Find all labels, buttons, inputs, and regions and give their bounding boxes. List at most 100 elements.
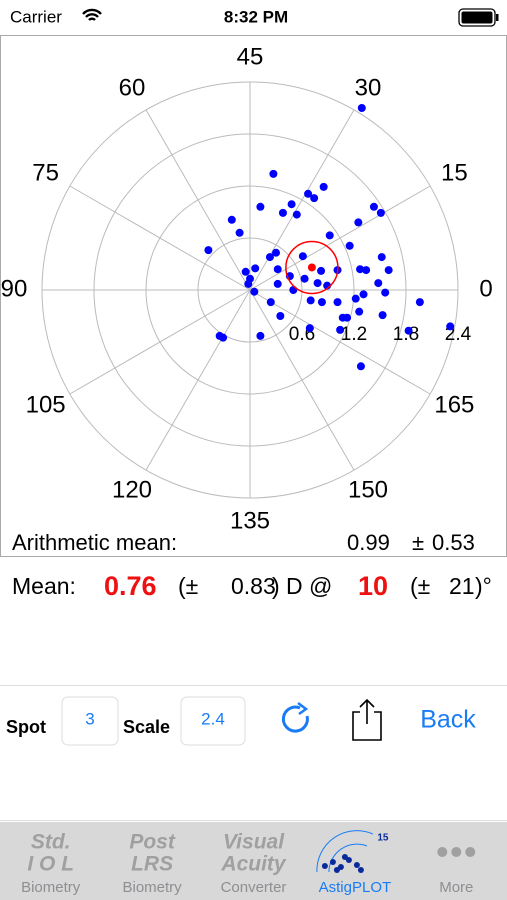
tab-icon-dot[interactable]	[333, 867, 340, 873]
angle-label: 120	[112, 476, 152, 503]
angle-label: 105	[26, 391, 66, 418]
tab-icon-dot[interactable]	[357, 867, 364, 873]
tab-icon-dot[interactable]	[353, 862, 360, 868]
share-arrow[interactable]	[359, 698, 375, 724]
data-point	[325, 231, 334, 240]
data-point	[356, 265, 365, 274]
data-point	[235, 228, 244, 237]
data-point	[306, 296, 315, 305]
ring	[93, 133, 407, 447]
tab-icon-dot[interactable]	[341, 854, 348, 860]
tab-icon-dot[interactable]	[451, 847, 462, 857]
carrier: Carrier	[10, 7, 62, 26]
tab[interactable]: Std.I O L Biometry	[21, 831, 81, 896]
spot-value[interactable]: 3	[85, 709, 94, 728]
tab-icon-dot[interactable]	[465, 847, 476, 857]
tab-icon-text[interactable]: Post	[129, 831, 176, 854]
data-point	[351, 294, 360, 303]
data-point	[287, 200, 296, 209]
battery-level	[461, 11, 493, 24]
data-point	[374, 279, 383, 288]
ring	[197, 237, 303, 343]
data-point	[256, 331, 265, 340]
angle-label: 135	[230, 507, 270, 534]
axis-close: )°	[475, 573, 492, 599]
data-point	[273, 265, 282, 274]
data-point	[319, 182, 328, 191]
data-point	[404, 326, 413, 335]
clock: 8:32 PM	[224, 7, 288, 26]
share-box[interactable]	[352, 711, 382, 741]
data-point	[333, 298, 342, 307]
tab-icon-dot[interactable]	[329, 859, 336, 865]
tab-icon-text[interactable]: Acuity	[220, 853, 287, 876]
tab-bar	[0, 822, 507, 900]
mean-value: 0.76	[104, 571, 157, 601]
data-point	[250, 287, 259, 296]
tab-icon-text[interactable]: LRS	[131, 853, 173, 876]
data-point	[357, 104, 366, 112]
data-point	[292, 210, 301, 219]
tab-icon[interactable]	[316, 830, 374, 873]
data-point	[336, 325, 345, 334]
back-button[interactable]: Back	[420, 706, 476, 734]
tab-icon-text[interactable]: Visual	[223, 831, 285, 854]
summary-label: Arithmetic mean:	[12, 530, 177, 555]
data-point	[204, 246, 213, 255]
data-point	[244, 279, 253, 288]
spot-box[interactable]	[61, 696, 119, 746]
wifi-icon	[82, 8, 102, 21]
refresh-button[interactable]	[281, 702, 309, 733]
data-point	[269, 169, 278, 178]
summary-pm: ±	[412, 530, 424, 555]
angle-label: 0	[479, 275, 492, 302]
data-point	[446, 322, 455, 331]
data-point	[317, 266, 326, 275]
data-point	[355, 307, 364, 316]
battery-tip	[496, 14, 499, 21]
data-point	[345, 241, 354, 250]
data-point	[227, 215, 236, 224]
tab-caption[interactable]: AstigPLOT	[319, 879, 392, 896]
scale-box[interactable]	[180, 696, 246, 746]
data-point	[251, 264, 260, 273]
data-point	[415, 298, 424, 307]
scale-field[interactable]: 2.4	[180, 696, 246, 746]
data-point	[273, 279, 282, 288]
mean-label: Mean:	[12, 573, 76, 599]
tab-caption[interactable]: More	[439, 879, 473, 896]
data-point	[278, 208, 287, 217]
tab[interactable]: More	[437, 847, 476, 896]
tab-icon-text[interactable]: 15	[377, 833, 389, 844]
refresh-arrow[interactable]	[297, 702, 309, 716]
spot-field[interactable]: 3	[61, 696, 119, 746]
tab-caption[interactable]: Converter	[221, 879, 287, 896]
tab[interactable]: 15 AstigPLOT	[316, 830, 392, 896]
scale-value[interactable]: 2.4	[201, 709, 225, 728]
mean-circle	[285, 240, 339, 295]
scale-label: Scale	[123, 717, 170, 737]
angle-label: 150	[348, 476, 388, 503]
tab-caption[interactable]: Biometry	[21, 879, 81, 896]
share-button[interactable]	[352, 698, 382, 741]
tab-icon-text[interactable]: Std.	[31, 831, 71, 854]
tab-icon-text[interactable]: I O L	[27, 853, 74, 876]
angle-label: 45	[237, 43, 264, 70]
refresh-arc[interactable]	[281, 705, 309, 733]
angle-label: 165	[434, 391, 474, 418]
data-point	[219, 333, 228, 342]
data-point	[298, 252, 307, 261]
tab-icon-dot[interactable]	[437, 847, 448, 857]
tab-icon-dot[interactable]	[321, 863, 328, 869]
data-point	[266, 298, 275, 307]
angle-label: 15	[441, 159, 468, 186]
data-point	[313, 279, 322, 288]
summary-value: 0.99	[347, 530, 390, 555]
summary-sd: 0.53	[432, 530, 475, 555]
mean-mid: ) D @	[272, 573, 332, 599]
mean-axis: 10	[358, 571, 388, 601]
tab-caption[interactable]: Biometry	[123, 879, 183, 896]
data-point	[354, 218, 363, 227]
